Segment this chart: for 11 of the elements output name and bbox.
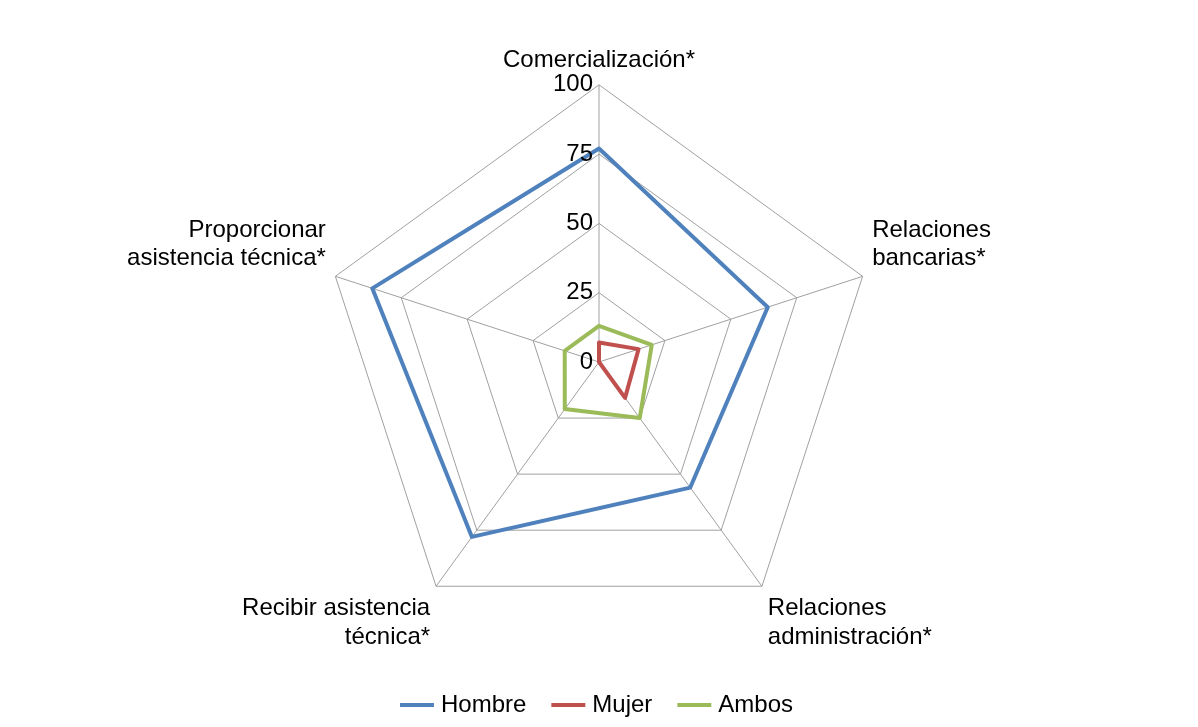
spoke-label: Relaciones administración* — [767, 593, 932, 650]
y-tick-label: 50 — [566, 208, 593, 236]
spoke-label: Proporcionar asistencia técnica* — [127, 214, 326, 271]
spoke-label: Recibir asistencia técnica* — [242, 593, 431, 650]
y-tick-label: 25 — [566, 277, 593, 305]
spoke-label: Relaciones bancarias* — [872, 214, 991, 271]
legend-label: Hombre — [440, 689, 527, 717]
y-tick-label: 0 — [579, 346, 593, 374]
y-tick-label: 75 — [566, 138, 593, 166]
legend-label: Mujer — [592, 689, 653, 717]
legend-label: Ambos — [718, 689, 794, 717]
